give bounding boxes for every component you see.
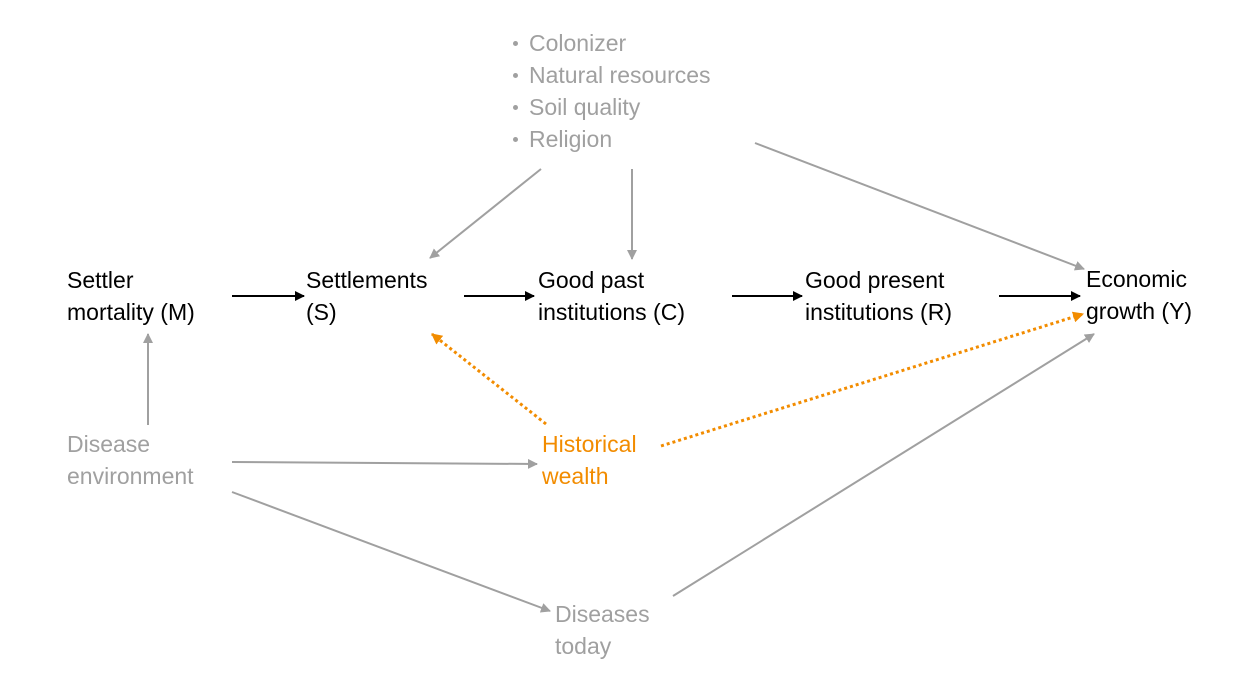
node-label-line: Good present (805, 267, 945, 293)
edge-disease-env-to-diseases-today (231, 491, 551, 613)
confounder-item: Natural resources (512, 59, 711, 91)
node-label-line: Diseases (555, 601, 650, 627)
edge-confounders-to-growth (754, 142, 1085, 271)
edge-diseases-today-to-growth (672, 333, 1095, 597)
confounders-list: Colonizer Natural resources Soil quality… (512, 27, 711, 155)
node-label-line: environment (67, 463, 194, 489)
node-label-line: wealth (542, 463, 609, 489)
node-label-line: institutions (C) (538, 299, 685, 325)
node-label-line: Historical (542, 431, 637, 457)
node-economic-growth: Economic growth (Y) (1086, 263, 1192, 327)
node-label-line: growth (Y) (1086, 298, 1193, 324)
node-label-line: today (555, 633, 612, 659)
node-settler-mortality: Settler mortality (M) (67, 264, 195, 328)
edge-confounders-to-settlements (429, 168, 542, 259)
node-label-line: Disease (67, 431, 151, 457)
edge-wealth-to-settlements (431, 332, 547, 426)
confounder-item: Colonizer (512, 27, 711, 59)
node-disease-environment: Disease environment (67, 428, 194, 492)
node-label-line: Economic (1086, 266, 1187, 292)
node-diseases-today: Diseases today (555, 598, 650, 662)
node-label-line: Settlements (306, 267, 428, 293)
confounder-item: Religion (512, 123, 711, 155)
node-label-line: Good past (538, 267, 645, 293)
node-historical-wealth: Historical wealth (542, 428, 637, 492)
node-settlements: Settlements (S) (306, 264, 427, 328)
node-label-line: institutions (R) (805, 299, 952, 325)
confounder-item: Soil quality (512, 91, 711, 123)
node-present-institutions: Good present institutions (R) (805, 264, 952, 328)
node-label-line: (S) (306, 299, 337, 325)
node-label-line: Settler (67, 267, 134, 293)
node-label-line: mortality (M) (67, 299, 195, 325)
edge-wealth-to-growth (660, 311, 1085, 448)
edge-disease-env-to-wealth (231, 458, 538, 469)
node-past-institutions: Good past institutions (C) (538, 264, 685, 328)
